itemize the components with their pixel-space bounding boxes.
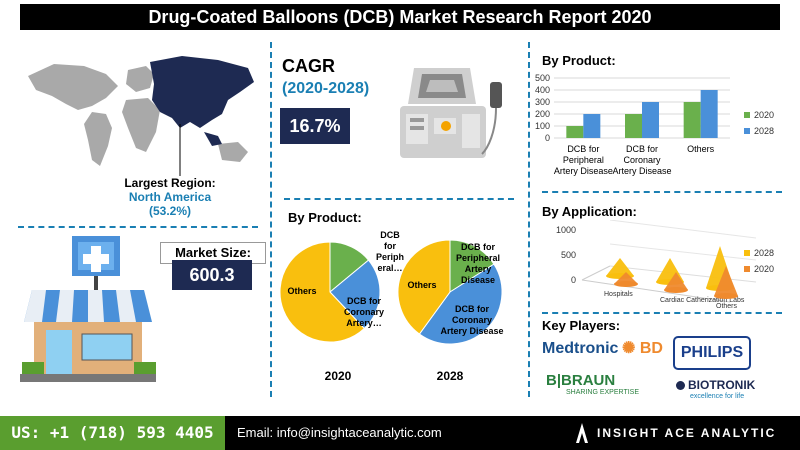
pie-2028-slice-0 xyxy=(397,239,451,335)
cone-gridline xyxy=(609,220,757,239)
bar-legend-swatch-2020 xyxy=(744,112,750,118)
bar-legend-label-2028: 2028 xyxy=(754,126,774,136)
cone-base-2020-1 xyxy=(664,287,688,293)
cone-ytick-label: 1000 xyxy=(556,225,576,235)
cone-2020-2 xyxy=(714,266,738,296)
divider-left-horizontal xyxy=(18,226,258,228)
divider-left xyxy=(270,42,272,397)
brand-logo-icon xyxy=(576,423,588,443)
biotronik-tagline: excellence for life xyxy=(690,393,745,400)
bar-2020-1 xyxy=(625,114,642,138)
pie-2028-slice-1 xyxy=(449,239,495,293)
store-icon xyxy=(20,236,156,382)
bar-ytick-label: 100 xyxy=(535,121,550,131)
cone-2020-1 xyxy=(664,272,688,290)
footer-phone: US: +1 (718) 593 4405 xyxy=(0,416,225,450)
cone-axis-line xyxy=(581,265,611,281)
pie-2020-label-1: DCB for Periph eral… xyxy=(376,230,404,273)
pies-title: By Product: xyxy=(288,210,362,225)
cone-base-2020-0 xyxy=(614,281,638,287)
market-size-value: 600.3 xyxy=(172,260,252,290)
biotronik-mark-icon xyxy=(676,381,685,390)
by-product-title: By Product: xyxy=(542,53,616,68)
biotronik-logo: BIOTRONIK xyxy=(688,378,756,392)
pie-2020-slice-2 xyxy=(329,259,381,330)
bar-2020-2 xyxy=(683,102,701,138)
cagr-label: CAGR xyxy=(282,56,335,76)
bar-ytick-label: 400 xyxy=(535,85,550,95)
bar-2028-0 xyxy=(583,114,601,138)
bar-ytick-label: 500 xyxy=(535,73,550,83)
bd-logo-mark-icon: ✺ xyxy=(622,340,636,357)
by-product-bar-chart: 0 100 200 300 400 500 DCB for Peripheral Artery … xyxy=(535,73,774,176)
cone-legend-swatch-2028 xyxy=(744,250,750,256)
cone-2028-0 xyxy=(606,258,634,276)
report-title: Drug-Coated Balloons (DCB) Market Resear… xyxy=(20,4,780,30)
bar-legend-label-2020: 2020 xyxy=(754,110,774,120)
largest-region-label: Largest Region: xyxy=(124,176,216,190)
world-map-icon xyxy=(28,56,254,176)
footer-email: Email: info@insightaceanalytic.com xyxy=(237,425,442,440)
bar-ytick-label: 0 xyxy=(545,133,550,143)
pie-2028-label-0: Others xyxy=(407,280,436,290)
bd-logo: ✺ BD xyxy=(622,340,663,357)
cone-ytick-label: 500 xyxy=(561,250,576,260)
bar-category-label: DCB for Peripheral Artery Disease xyxy=(554,144,613,176)
divider-right-horizontal-2 xyxy=(542,312,782,314)
bbraun-tagline: SHARING EXPERTISE xyxy=(566,389,640,396)
by-application-title: By Application: xyxy=(542,204,637,219)
pie-year-2020: 2020 xyxy=(325,369,352,383)
cone-legend-swatch-2020 xyxy=(744,266,750,272)
medtronic-logo: Medtronic xyxy=(542,340,619,357)
bar-2020-0 xyxy=(566,126,584,138)
pie-2020-label-0: Others xyxy=(287,286,316,296)
cone-category-label: Cardiac Catherization Labs xyxy=(660,297,745,304)
pie-2028-label-1: DCB for Peripheral Artery Disease xyxy=(456,242,500,285)
medical-device-icon xyxy=(400,68,502,158)
divider-right xyxy=(528,42,530,397)
bar-category-label: DCB for Coronary Artery Disease xyxy=(612,144,671,176)
by-application-cone-chart: 0 500 1000 Hospitals Cardiac Catherization L… xyxy=(556,220,774,310)
cone-ytick-label: 0 xyxy=(571,275,576,285)
pie-year-2028: 2028 xyxy=(437,369,464,383)
bbraun-logo: B|BRAUN xyxy=(546,372,616,389)
bar-ytick-label: 300 xyxy=(535,97,550,107)
footer-brand: INSIGHT ACE ANALYTIC xyxy=(597,426,777,440)
divider-right-horizontal-1 xyxy=(542,191,782,193)
pie-2028-slice-2 xyxy=(418,263,503,345)
cone-category-label: Others xyxy=(716,303,738,310)
pie-2028-label-2: DCB for Coronary Artery Disease xyxy=(440,304,503,336)
pie-2020-label-2: DCB for Coronary Artery… xyxy=(344,296,384,328)
largest-region-name: North America xyxy=(128,190,212,204)
footer-bar: Email: info@insightaceanalytic.com INSIG… xyxy=(225,416,800,450)
cagr-value: 16.7% xyxy=(280,108,350,144)
bar-ytick-label: 200 xyxy=(535,109,550,119)
pie-2020-slice-0 xyxy=(279,241,365,343)
cone-gridline xyxy=(609,243,757,261)
cone-axis-line xyxy=(581,279,731,303)
bar-category-label: Others xyxy=(687,144,715,154)
key-players-title: Key Players: xyxy=(542,318,621,333)
cone-legend-label-2028: 2028 xyxy=(754,248,774,258)
cone-2020-0 xyxy=(614,272,638,284)
cone-axis-line xyxy=(609,265,757,283)
cone-category-label: Hospitals xyxy=(604,291,633,298)
cone-base-2020-2 xyxy=(714,293,738,299)
philips-logo: PHILIPS xyxy=(673,336,751,370)
bar-legend-swatch-2028 xyxy=(744,128,750,134)
divider-middle-horizontal xyxy=(284,198,514,200)
cagr-period: (2020-2028) xyxy=(282,80,370,97)
largest-region-share: (53.2%) xyxy=(148,204,192,218)
bar-2028-1 xyxy=(642,102,659,138)
cone-legend-label-2020: 2020 xyxy=(754,264,774,274)
bar-2028-2 xyxy=(700,90,718,138)
